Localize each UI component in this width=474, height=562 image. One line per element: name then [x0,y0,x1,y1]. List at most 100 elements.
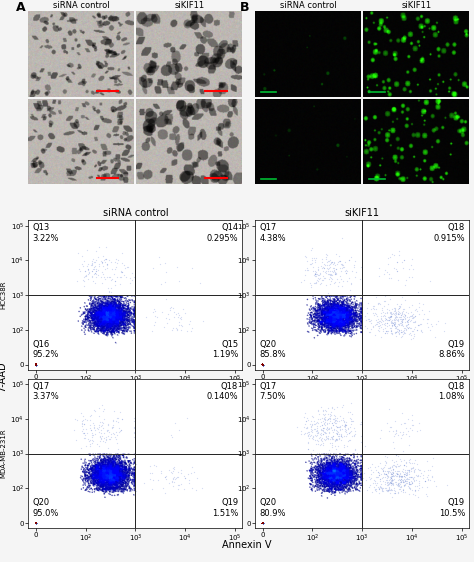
Point [327,474,335,483]
Point [339,477,347,486]
Point [337,320,345,329]
Point [114,465,122,474]
Point [119,466,127,475]
Point [123,318,131,327]
Point [328,478,336,487]
Point [331,321,338,330]
Point [316,422,324,430]
Point [343,301,350,310]
Point [330,305,337,314]
Point [88,465,96,474]
Point [337,318,345,327]
Point [102,303,109,312]
Point [116,462,124,471]
Point [329,305,337,314]
Point [352,315,360,324]
Point [336,477,344,486]
Point [125,464,132,473]
Point [116,297,123,306]
Point [110,315,118,324]
Point [353,475,360,484]
Point [104,298,112,307]
Point [102,324,110,333]
Point [108,480,115,489]
Point [114,456,122,465]
Point [95,315,103,324]
Point [331,301,338,310]
Point [336,305,344,314]
Point [99,324,107,333]
Point [319,470,327,479]
Point [341,312,348,321]
Point [330,465,338,474]
Point [130,321,138,330]
Point [340,318,347,327]
Point [355,461,362,470]
Point [334,311,341,320]
Point [330,300,337,309]
Point [323,479,331,488]
Point [95,468,103,477]
Point [392,318,399,327]
Point [332,463,339,472]
Point [124,311,132,320]
Point [107,461,114,470]
Point [325,307,333,316]
Point [341,327,349,336]
Point [126,466,133,475]
Point [259,360,266,369]
Point [101,319,109,328]
Point [357,298,365,307]
Point [100,315,108,324]
Point [323,315,331,324]
Point [390,457,398,466]
Point [101,314,109,323]
Point [117,479,125,488]
Point [102,455,109,464]
Point [401,480,409,489]
Point [346,306,353,315]
Point [99,466,107,475]
Point [100,467,108,476]
Point [112,309,119,318]
Point [331,313,339,322]
Point [102,472,110,481]
Point [322,312,330,321]
Point [339,460,347,469]
Point [92,470,100,479]
Point [109,301,116,310]
Point [110,475,118,484]
Point [331,460,339,469]
Point [100,307,108,316]
Point [97,464,105,473]
Point [338,480,346,489]
Point [103,292,110,301]
Point [96,311,104,320]
Point [102,316,110,325]
Point [326,307,333,316]
Point [347,478,355,487]
Point [321,459,328,468]
Point [340,472,348,481]
Point [111,463,119,472]
Point [415,484,423,493]
Point [324,311,332,320]
Point [32,360,40,369]
Point [99,458,106,467]
Point [130,324,138,333]
Point [326,460,334,469]
Point [336,465,343,474]
Point [340,277,347,286]
Point [119,478,127,487]
Point [339,307,347,316]
Point [104,474,111,483]
Point [113,308,120,317]
Point [130,305,137,314]
Point [100,312,108,321]
Point [107,313,114,322]
Point [314,458,321,467]
Point [357,317,365,326]
Point [347,315,355,324]
Point [337,472,345,481]
Point [336,488,344,497]
